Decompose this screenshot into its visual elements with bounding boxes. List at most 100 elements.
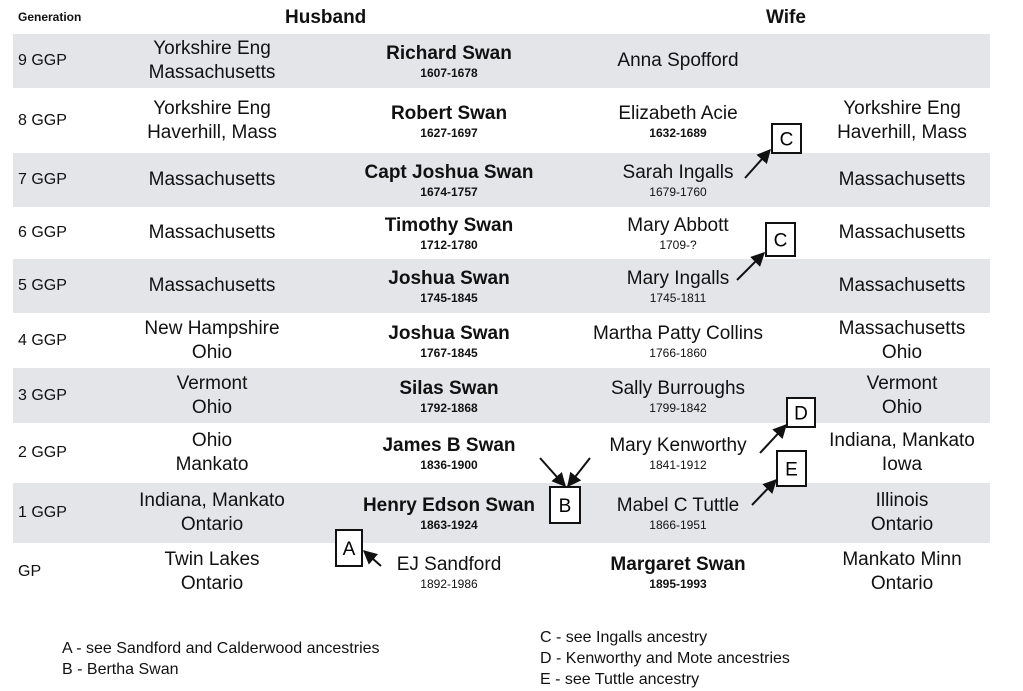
place-line: Iowa [881,454,923,475]
wife-dates: 1679-1760 [649,185,707,199]
generation-header: Generation [18,10,82,24]
husband-name: Richard Swan [386,43,512,64]
generation-cell: 1 GGP [18,483,67,543]
table-row: 7 GGP Massachusetts Capt Joshua Swan 1674-1… [13,153,990,207]
wife-dates: 1866-1951 [649,518,707,532]
place-line: Massachusetts [838,222,966,243]
place-line: Mankato [175,454,249,475]
wife-dates: 1841-1912 [649,458,707,472]
wife-cell: Mabel C Tuttle 1866-1951 [548,483,808,543]
husband-dates: 1863-1924 [420,518,478,532]
table-row: 1 GGP Indiana, Mankato Ontario Henry Edson … [13,483,990,543]
place-line: Massachusetts [838,169,966,190]
callout-box [549,486,581,524]
callout-box [765,222,796,257]
arrow-icon [751,478,777,506]
arrow-icon [362,550,382,567]
husband-name: Capt Joshua Swan [364,162,534,183]
legend-item: D - Kenworthy and Mote ancestries [540,650,790,667]
arrow-icon [539,457,566,488]
arrow-icon [744,148,771,179]
place-line: Ontario [870,572,934,594]
husband-dates: 1627-1697 [420,125,478,140]
table-row: 3 GGP Vermont Ohio Silas Swan 1792-1868 Sally… [13,368,990,423]
wife-name: Elizabeth Acie [618,102,738,124]
wife-name: Anna Spofford [617,50,739,71]
husband-name: Robert Swan [390,102,508,124]
wife-cell: Sarah Ingalls 1679-1760 [548,153,808,207]
place-line: Massachusetts [148,169,276,190]
place-line: Haverhill, Mass [147,121,277,143]
wife-name: Martha Patty Collins [592,322,763,344]
wife-place-cell: Massachusetts [772,207,1023,259]
place-line: Twin Lakes [164,548,260,570]
arrow-icon [736,252,765,281]
place-line: Vermont [176,372,248,394]
wife-name: Mary Kenworthy [609,435,747,456]
wife-place-cell: Massachusetts [772,153,1023,207]
wife-place-cell: Yorkshire Eng Haverhill, Mass [772,88,1023,153]
generation-label: 4 GGP [18,331,67,349]
husband-name: James B Swan [382,435,516,456]
husband-dates: 1792-1868 [420,400,478,415]
wife-cell: Mary Kenworthy 1841-1912 [548,423,808,483]
husband-dates: 1674-1757 [420,185,478,199]
husband-place-cell: Indiana, Mankato Ontario [82,483,342,543]
place-line: Ohio [191,341,233,363]
wife-place-cell: Mankato Minn Ontario [772,543,1023,600]
callout-label: D [794,404,808,425]
wife-cell: Mary Abbott 1709-? [548,207,808,259]
wife-place-cell: Massachusetts [772,259,1023,313]
husband-name: Henry Edson Swan [362,495,536,516]
husband-name: Joshua Swan [388,268,510,289]
place-line: Mankato Minn [842,548,962,570]
place-line: Yorkshire Eng [843,97,961,119]
wife-dates: 1799-1842 [649,400,707,415]
callout-box [335,529,363,567]
husband-dates: 1712-1780 [420,238,478,252]
wife-name: Sally Burroughs [610,377,746,399]
generation-cell: GP [18,543,41,600]
husband-place-cell: Massachusetts [82,207,342,259]
callout-box [776,450,807,487]
place-line: Ontario [870,514,934,535]
callout-label: E [785,460,798,481]
generation-label: 3 GGP [18,386,67,404]
generation-cell: 4 GGP [18,313,67,368]
wife-name: Margaret Swan [610,553,746,575]
wife-dates: 1895-1993 [649,576,707,591]
wife-name: Mabel C Tuttle [616,495,740,516]
place-line: Ohio [191,396,233,418]
legend-item: B - Bertha Swan [62,661,179,678]
husband-place-cell: Yorkshire Eng Haverhill, Mass [82,88,342,153]
husband-place-cell: New Hampshire Ohio [82,313,342,368]
husband-place-cell: Ohio Mankato [82,423,342,483]
wife-name: Sarah Ingalls [622,162,734,183]
place-line: Illinois [875,490,929,511]
generation-label: 2 GGP [18,444,67,461]
place-line: New Hampshire [144,317,280,339]
generation-cell: 9 GGP [18,34,67,88]
table-row: 8 GGP Yorkshire Eng Haverhill, Mass Robert … [13,88,990,153]
place-line: Haverhill, Mass [837,121,967,143]
husband-place-cell: Massachusetts [82,259,342,313]
husband-place-cell: Massachusetts [82,153,342,207]
place-line: Massachusetts [148,275,276,296]
table-row: 2 GGP Ohio Mankato James B Swan 1836-1900 Mar… [13,423,990,483]
callout-box [786,397,816,428]
husband-dates: 1767-1845 [420,345,478,360]
place-line: Massachusetts [148,222,276,243]
husband-cell: Silas Swan 1792-1868 [319,368,579,423]
place-line: Ohio [191,430,233,451]
table-row: 9 GGP Yorkshire Eng Massachusetts Richard S… [13,34,990,88]
husband-name: Joshua Swan [388,322,510,344]
wife-cell: Anna Spofford [548,34,808,88]
generation-cell: 6 GGP [18,207,67,259]
wife-header: Wife [766,7,806,28]
place-line: Indiana, Mankato [829,430,975,451]
husband-cell: James B Swan 1836-1900 [319,423,579,483]
place-line: Massachusetts [838,275,966,296]
husband-place-cell: Twin Lakes Ontario [82,543,342,600]
generation-label: 6 GGP [18,224,67,241]
